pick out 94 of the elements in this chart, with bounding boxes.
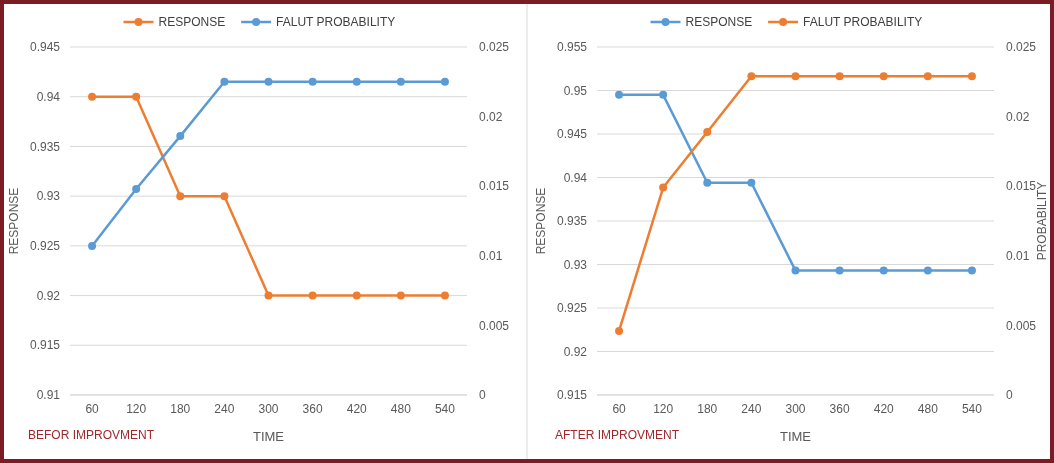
y2-tick-label: 0.005 xyxy=(1006,318,1037,333)
y-tick-label: 0.93 xyxy=(36,189,61,204)
y-axis-title: RESPONSE xyxy=(7,187,21,255)
y2-tick-label: 0 xyxy=(1006,388,1013,403)
y2-tick-label: 0.01 xyxy=(1006,249,1030,263)
x-tick-label: 540 xyxy=(961,402,983,416)
point xyxy=(703,178,712,187)
point xyxy=(132,92,141,101)
point xyxy=(615,326,624,335)
point xyxy=(923,266,932,275)
point xyxy=(220,192,229,201)
y-tick-label: 0.955 xyxy=(556,40,588,55)
y-tick-label: 0.94 xyxy=(36,89,61,104)
point xyxy=(747,72,756,81)
point xyxy=(967,266,976,275)
point xyxy=(352,77,361,86)
y-tick-label: 0.945 xyxy=(29,40,61,55)
y2-tick-label: 0.025 xyxy=(479,40,510,55)
y2-tick-label: 0.02 xyxy=(1006,109,1030,124)
legend-label: FALUT PROBABILITY xyxy=(276,15,396,30)
y-tick-label: 0.925 xyxy=(556,301,588,316)
point xyxy=(88,242,97,251)
x-tick-label: 300 xyxy=(785,402,806,416)
point xyxy=(967,72,976,81)
y-tick-label: 0.92 xyxy=(563,344,588,359)
y2-axis-title: PROBABILITY xyxy=(1035,181,1049,261)
y-tick-label: 0.945 xyxy=(556,127,588,142)
y-tick-label: 0.915 xyxy=(29,338,61,353)
x-tick-label: 120 xyxy=(653,402,674,416)
y-tick-label: 0.935 xyxy=(556,214,588,229)
y-tick-label: 0.91 xyxy=(36,388,61,403)
x-tick-label: 480 xyxy=(917,402,939,416)
x-axis-title: TIME xyxy=(779,429,812,444)
point xyxy=(747,178,756,187)
point xyxy=(396,77,405,86)
y-axis-title: RESPONSE xyxy=(534,187,548,255)
x-tick-label: 240 xyxy=(214,402,235,416)
point xyxy=(264,77,273,86)
point xyxy=(835,266,844,275)
point xyxy=(659,90,668,99)
x-tick-label: 540 xyxy=(434,402,456,416)
x-tick-label: 360 xyxy=(302,402,323,416)
point xyxy=(264,291,273,300)
point xyxy=(132,184,141,193)
x-tick-label: 180 xyxy=(170,402,191,416)
x-tick-label: 420 xyxy=(346,402,368,416)
point xyxy=(308,291,317,300)
x-tick-label: 60 xyxy=(612,402,627,416)
point xyxy=(352,291,361,300)
y2-tick-label: 0.015 xyxy=(1006,179,1037,194)
y-tick-label: 0.925 xyxy=(29,239,61,254)
x-tick-label: 300 xyxy=(258,402,279,416)
y2-tick-label: 0.02 xyxy=(479,109,503,124)
point xyxy=(440,77,449,86)
y-tick-label: 0.915 xyxy=(556,388,588,403)
x-tick-label: 120 xyxy=(126,402,147,416)
y-tick-label: 0.93 xyxy=(563,257,588,272)
x-tick-label: 360 xyxy=(829,402,850,416)
legend-label: FALUT PROBABILITY xyxy=(803,15,923,30)
point xyxy=(923,72,932,81)
point xyxy=(659,183,668,192)
y2-tick-label: 0.01 xyxy=(479,249,503,263)
point xyxy=(88,92,97,101)
text: BEFOR IMPROVMENT xyxy=(28,428,155,442)
x-tick-label: 480 xyxy=(390,402,412,416)
point xyxy=(791,72,800,81)
y2-tick-label: 0 xyxy=(479,388,486,403)
y2-tick-label: 0.005 xyxy=(479,318,510,333)
y-tick-label: 0.94 xyxy=(563,170,588,185)
point xyxy=(396,291,405,300)
x-tick-label: 60 xyxy=(85,402,100,416)
point xyxy=(615,90,624,99)
x-tick-label: 420 xyxy=(873,402,895,416)
y-tick-label: 0.935 xyxy=(29,139,61,154)
x-tick-label: 180 xyxy=(697,402,718,416)
point xyxy=(176,132,185,141)
point xyxy=(440,291,449,300)
point xyxy=(308,77,317,86)
point xyxy=(220,77,229,86)
point xyxy=(879,72,888,81)
point xyxy=(176,192,185,201)
legend-label: RESPONSE xyxy=(158,15,226,30)
text: AFTER IMPROVMENT xyxy=(555,428,680,442)
point xyxy=(879,266,888,275)
y2-tick-label: 0.025 xyxy=(1006,40,1037,55)
x-tick-label: 240 xyxy=(741,402,762,416)
point xyxy=(703,127,712,136)
legend-label: RESPONSE xyxy=(685,15,753,30)
y-tick-label: 0.95 xyxy=(563,83,588,98)
point xyxy=(791,266,800,275)
point xyxy=(835,72,844,81)
x-axis-title: TIME xyxy=(252,429,285,444)
y2-tick-label: 0.015 xyxy=(479,179,510,194)
y-tick-label: 0.92 xyxy=(36,288,61,303)
